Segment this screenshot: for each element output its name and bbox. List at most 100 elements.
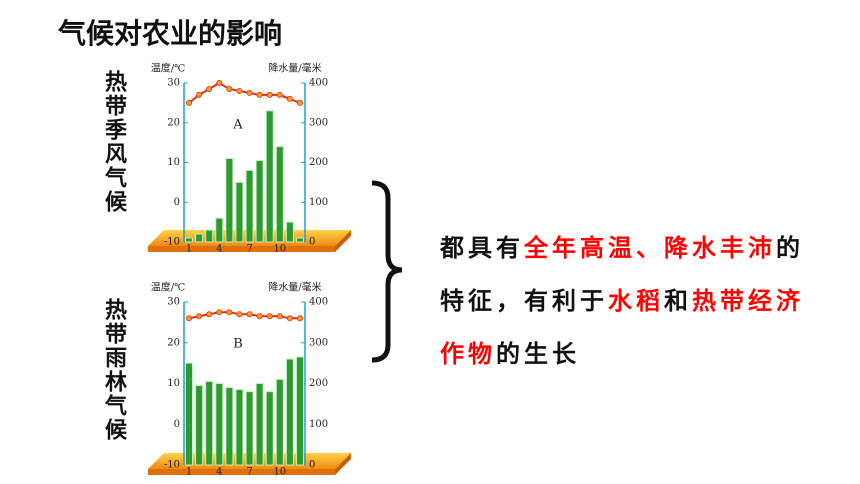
precip-bar (225, 387, 234, 466)
temp-point (185, 99, 192, 106)
y2-axis-title: 降水量/毫米 (268, 62, 321, 75)
temp-line (188, 81, 301, 104)
platform-side (335, 453, 351, 475)
y2-tick-label: 400 (309, 78, 328, 89)
x-tick-label: 10 (273, 467, 286, 478)
x-tick-label: 4 (216, 467, 222, 478)
temp-point (286, 315, 293, 322)
precip-bar (285, 358, 294, 466)
temp-point (246, 89, 253, 96)
temp-line (188, 311, 300, 320)
y2-axis-title: 降水量/毫米 (268, 281, 321, 294)
x-tick-label: 7 (246, 244, 252, 255)
y2-tick-label: 200 (309, 157, 328, 168)
body-text: 都具有 (440, 234, 524, 262)
y-tick-label: -10 (164, 237, 180, 248)
temp-point (216, 309, 223, 316)
y-axis-title: 温度/℃ (151, 281, 186, 294)
temp-point (246, 311, 253, 318)
highlight-text: 水稻 (608, 287, 664, 315)
y2-tick-label: 300 (309, 117, 328, 128)
y-tick-label: 30 (167, 78, 180, 89)
y-tick-label: 0 (174, 197, 180, 208)
precip-bar (185, 237, 193, 243)
temp-point (236, 87, 243, 94)
highlight-text: 全年高温、降水丰沛 (524, 234, 776, 262)
x-tick-label: 7 (246, 467, 252, 478)
x-tick-label: 4 (216, 244, 222, 255)
precip-bar (285, 221, 294, 243)
precip-bar (215, 383, 224, 466)
annotation: B (233, 337, 243, 352)
brace (371, 180, 403, 363)
temp-point (206, 85, 213, 92)
y-axis-title: 温度/℃ (151, 62, 186, 75)
temp-point (206, 311, 213, 318)
precip-bar (205, 229, 214, 243)
platform-edge (148, 246, 335, 252)
platform-side (335, 230, 351, 252)
y-tick-label: 0 (174, 419, 180, 430)
annotation: A (232, 118, 243, 133)
temp-point (266, 91, 273, 98)
climate-label: 热带雨林气候 (101, 298, 126, 442)
body-text: 和 (664, 287, 692, 315)
temp-point (276, 91, 283, 98)
body-text: 的生长 (496, 340, 580, 368)
temp-point (236, 311, 243, 318)
temp-point (266, 313, 273, 320)
y2-tick-label: 0 (309, 460, 315, 471)
precip-bar (195, 385, 204, 466)
y2-tick-label: 400 (309, 297, 328, 308)
highlight-text: 热带经济作物 (440, 287, 804, 368)
precip-bar (245, 169, 254, 243)
precip-bar (215, 217, 224, 243)
precip-bar (185, 362, 193, 466)
platform-edge (148, 469, 335, 475)
y2-tick-label: 300 (309, 337, 328, 348)
precip-bar (245, 391, 254, 466)
x-tick-label: 10 (273, 244, 286, 255)
temp-point (226, 85, 233, 92)
temp-point (296, 315, 303, 322)
precip-bar (205, 380, 214, 466)
temp-point (256, 91, 263, 98)
precip-bar (195, 233, 204, 243)
x-tick-label: 1 (186, 467, 192, 478)
temp-point (296, 99, 303, 106)
y-tick-label: 10 (167, 157, 180, 168)
y-tick-label: -10 (164, 460, 180, 471)
temp-point (276, 313, 283, 320)
temp-point (196, 313, 203, 320)
y2-tick-label: 0 (309, 237, 315, 248)
precip-bar (255, 160, 264, 243)
y-tick-label: 20 (167, 117, 180, 128)
precip-bar (225, 158, 234, 243)
temp-point (256, 313, 263, 320)
conclusion: 都具有全年高温、降水丰沛的特征，有利于水稻和热带经济作物的生长 (440, 222, 812, 381)
y2-tick-label: 100 (309, 197, 328, 208)
y-tick-label: 30 (167, 297, 180, 308)
climate-label: 热带季风气候 (101, 70, 126, 214)
y2-tick-label: 100 (309, 419, 328, 430)
temp-point (226, 309, 233, 316)
y-tick-label: 20 (167, 337, 180, 348)
y-tick-label: 10 (167, 378, 180, 389)
precip-bar (255, 383, 264, 466)
body-text: 的特征，有利于 (440, 234, 804, 315)
precip-bar (275, 378, 284, 466)
y2-tick-label: 200 (309, 378, 328, 389)
precip-bar (265, 110, 274, 243)
x-tick-label: 1 (186, 244, 192, 255)
slide-title: 气候对农业的影响 (58, 17, 283, 50)
precip-bar (296, 237, 304, 243)
precip-bar (265, 391, 274, 466)
precip-bar (235, 389, 244, 466)
precip-bar (235, 181, 244, 243)
temp-point (286, 95, 293, 102)
temp-point (196, 91, 203, 98)
precip-bar (275, 146, 284, 243)
precip-bar (296, 356, 304, 466)
